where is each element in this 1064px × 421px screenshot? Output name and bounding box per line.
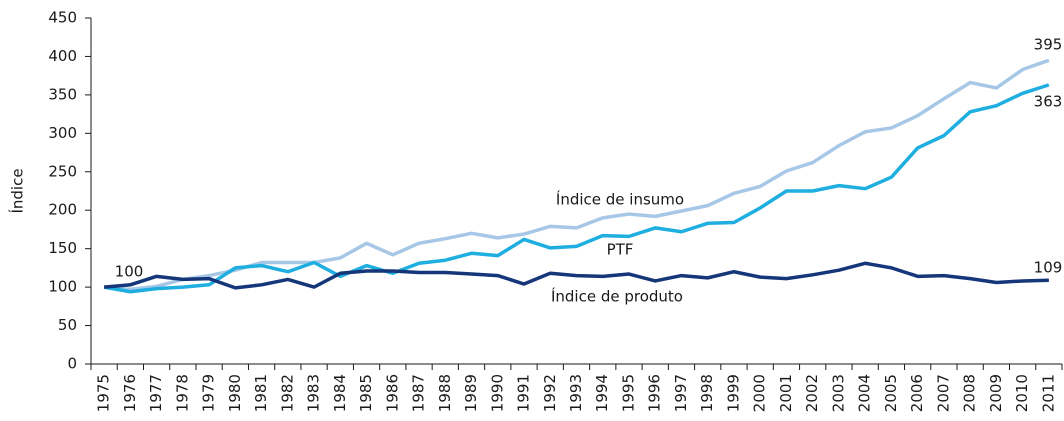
x-tick-label: 2004 [856,374,874,412]
x-tick-label: 2003 [829,374,847,412]
data-label: 395 [1034,36,1063,54]
x-tick-label: 1995 [619,374,637,412]
x-tick-label: 1991 [515,374,533,412]
x-tick-label: 2009 [987,374,1005,412]
y-tick-label: 400 [48,47,77,65]
x-tick-label: 1981 [252,374,270,412]
x-tick-label: 1994 [593,374,611,412]
y-axis-label: Índice [8,168,27,213]
series-line [103,261,1049,290]
x-tick-label: 1986 [383,374,401,412]
series-line [103,83,1050,294]
data-label: 109 [1034,259,1063,277]
x-tick-label: 2011 [1039,374,1057,412]
x-tick-label: 1977 [147,374,165,412]
x-tick-label: 1982 [278,374,296,412]
x-tick-label: 2006 [908,374,926,412]
y-tick-label: 0 [67,355,77,373]
x-tick-label: 1989 [462,374,480,412]
x-tick-label: 2007 [934,374,952,412]
x-tick-label: 1983 [305,374,323,412]
x-tick-label: 2008 [961,374,979,412]
series-line [103,58,1050,292]
y-tick-label: 250 [48,162,77,180]
x-tick-label: 1978 [173,374,191,412]
x-tick-label: 1985 [357,374,375,412]
x-tick-label: 2010 [1013,374,1031,412]
x-tick-label: 1993 [567,374,585,412]
data-label: 100 [115,263,144,281]
x-tick-label: 1998 [698,374,716,412]
x-tick-label: 1987 [410,374,428,412]
y-tick-label: 350 [48,85,77,103]
x-tick-label: 2001 [777,374,795,412]
series-label: Índice de produto [551,287,683,306]
x-tick-label: 1997 [672,374,690,412]
x-tick-label: 2005 [882,374,900,412]
x-tick-label: 1990 [488,374,506,412]
x-tick-label: 1992 [541,374,559,412]
x-tick-label: 1979 [200,374,218,412]
y-tick-label: 150 [48,239,77,257]
y-tick-label: 100 [48,278,77,296]
y-tick-label: 50 [58,316,77,334]
y-tick-label: 450 [48,9,77,27]
x-tick-label: 1988 [436,374,454,412]
x-tick-label: 1976 [121,374,139,412]
x-tick-label: 1975 [95,374,113,412]
y-tick-label: 200 [48,201,77,219]
x-tick-label: 1999 [724,374,742,412]
x-tick-label: 2000 [751,374,769,412]
x-tick-label: 1996 [646,374,664,412]
x-tick-label: 1980 [226,374,244,412]
series-label: Índice de insumo [556,190,684,209]
y-tick-label: 300 [48,124,77,142]
series-label: PTF [607,241,634,259]
data-label: 363 [1034,93,1063,111]
x-tick-label: 2002 [803,374,821,412]
x-tick-label: 1984 [331,374,349,412]
